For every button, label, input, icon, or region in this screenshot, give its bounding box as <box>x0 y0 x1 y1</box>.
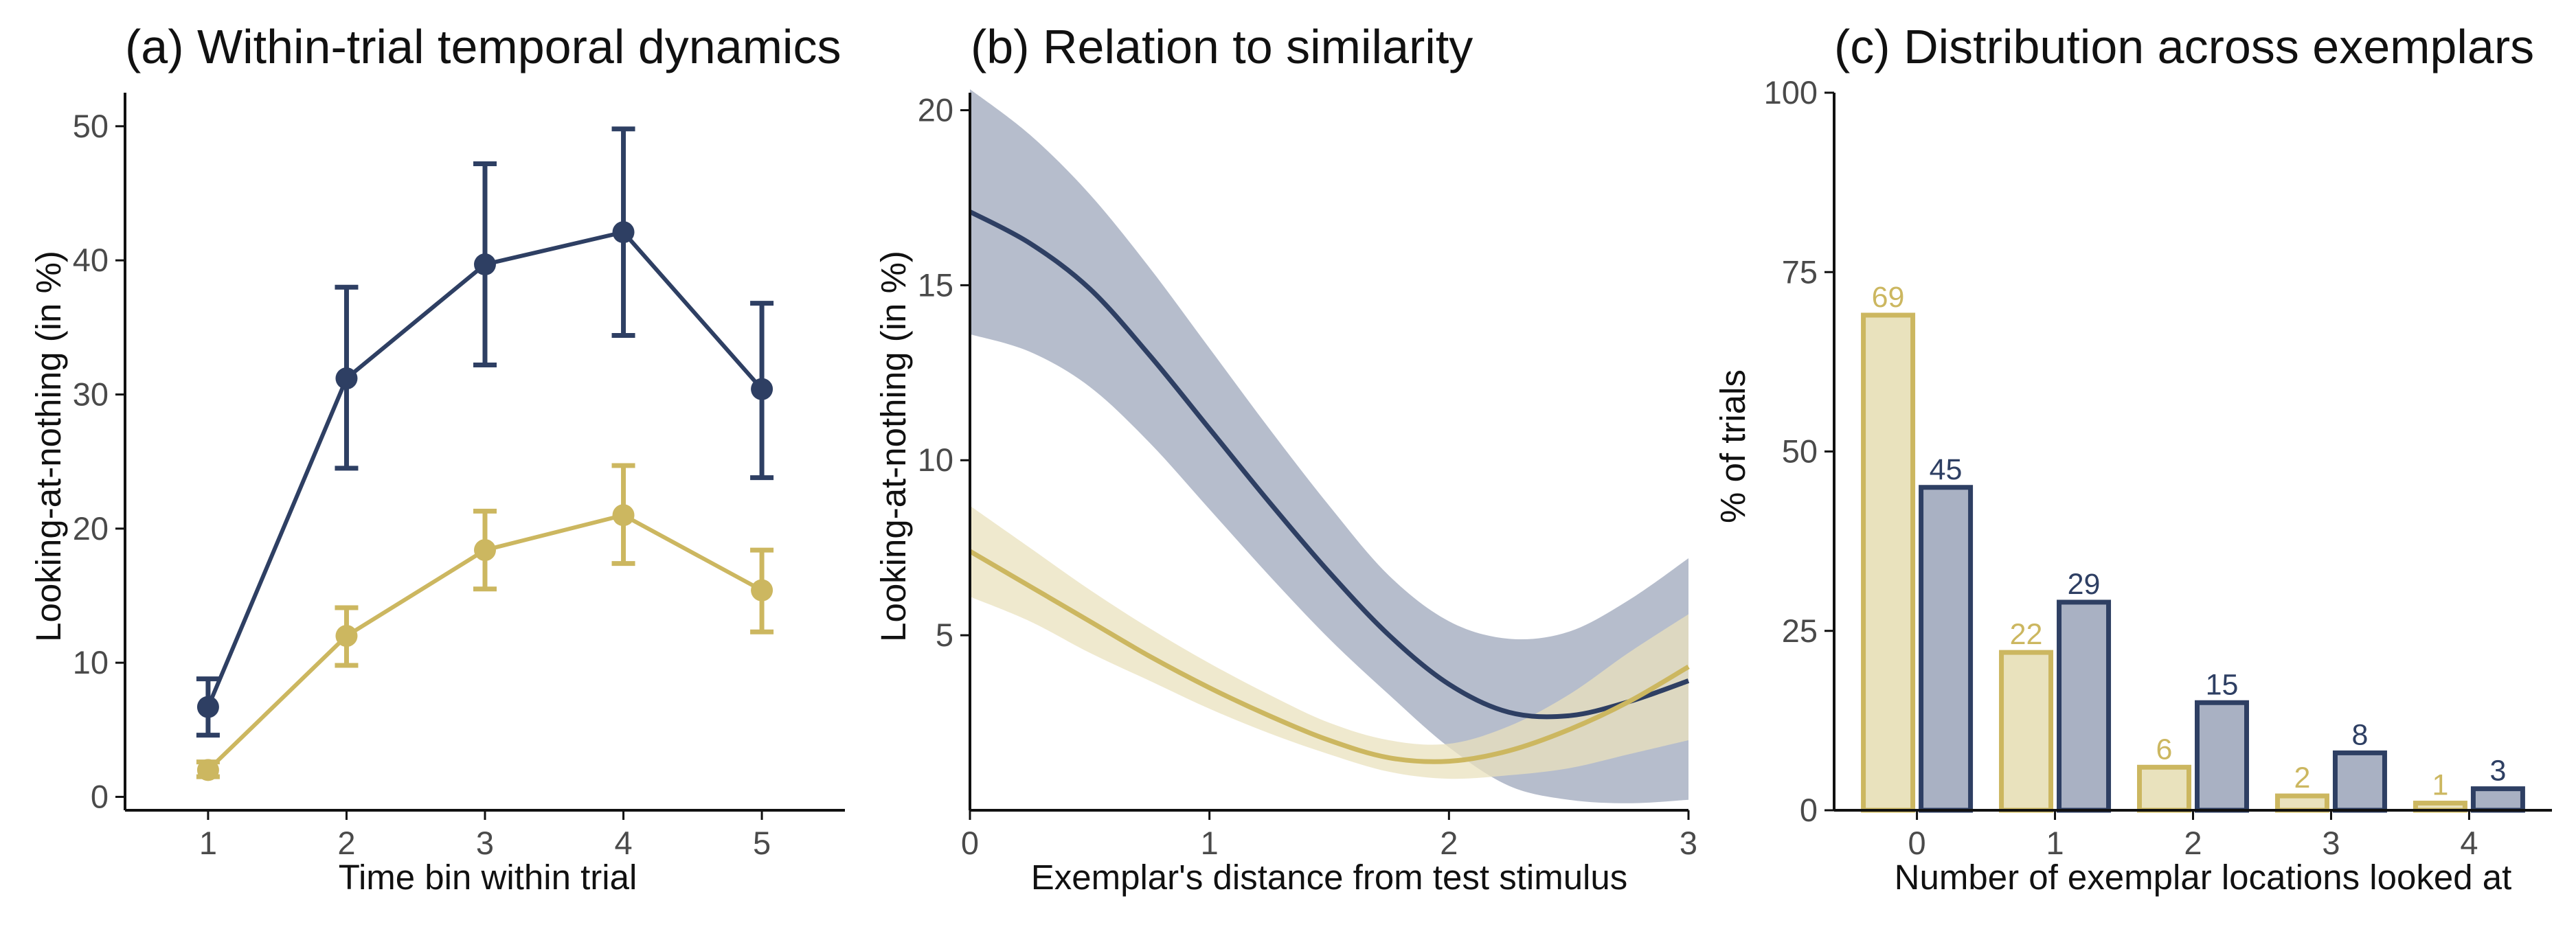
panel-c-bar-label: 29 <box>2068 568 2101 601</box>
panel-b-x-tick-label: 3 <box>1680 825 1697 861</box>
panel-a-point <box>751 378 773 400</box>
panel-a-point <box>751 579 773 602</box>
panel-c-bar-label: 15 <box>2206 668 2239 701</box>
panel-c: (c) Distribution across exemplars Number… <box>1713 20 2552 897</box>
panel-a-point <box>196 696 219 718</box>
panel-c-bar-navy <box>2057 599 2112 813</box>
panel-a-x-tick-label: 3 <box>476 825 494 861</box>
panel-b-title: (b) Relation to similarity <box>971 20 1473 73</box>
panel-a-point <box>474 253 496 276</box>
panel-a-point <box>612 221 635 244</box>
panel-b-ci-band-navy <box>970 89 1688 803</box>
panel-a-point <box>196 759 219 781</box>
panel-c-ylabel: % of trials <box>1713 369 1752 523</box>
panel-a-xlabel: Time bin within trial <box>339 858 637 897</box>
panel-c-bar-navy <box>2332 750 2387 813</box>
panel-c-bar-gold <box>2274 793 2329 813</box>
panel-b-ci-band-gold <box>970 505 1688 779</box>
panel-c-bar-label: 8 <box>2352 718 2369 751</box>
panel-b-y-tick-label: 10 <box>918 442 953 478</box>
panel-a-y-tick-label: 0 <box>91 778 109 814</box>
panel-a-y-tick-label: 40 <box>73 242 109 278</box>
panel-a-point <box>335 367 358 390</box>
panel-c-xlabel: Number of exemplar locations looked at <box>1895 858 2512 897</box>
panel-c-x-tick-label: 0 <box>1908 825 1926 861</box>
panel-b-y-tick-label: 20 <box>918 91 953 128</box>
panel-a-y-tick-label: 50 <box>73 108 109 144</box>
panel-c-y-tick-label: 100 <box>1764 74 1818 111</box>
panel-c-x-tick-label: 3 <box>2322 825 2340 861</box>
panel-b-fit-line-gold <box>969 549 1690 764</box>
panel-c-bar-navy <box>2195 700 2249 813</box>
panel-b-y-tick-label: 5 <box>936 617 953 653</box>
panel-b-x-tick-label: 2 <box>1440 825 1458 861</box>
panel-c-bar-label: 1 <box>2432 769 2448 802</box>
panel-c-bar-label: 69 <box>1872 281 1905 314</box>
panel-c-bar-gold <box>2137 764 2191 813</box>
panel-a-point <box>474 539 496 562</box>
panel-a-x-tick-label: 5 <box>753 825 771 861</box>
panel-b-x-tick-label: 0 <box>961 825 979 861</box>
panel-c-y-tick-label: 50 <box>1782 433 1818 470</box>
panel-a: (a) Within-trial temporal dynamics Time … <box>29 20 845 897</box>
panel-c-bar-gold <box>1861 312 1916 813</box>
panel-c-bar-label: 22 <box>2010 618 2043 651</box>
panel-a-ylabel: Looking-at-nothing (in %) <box>29 251 68 642</box>
panel-a-x-tick-label: 2 <box>337 825 355 861</box>
panel-a-y-tick-label: 20 <box>73 510 109 547</box>
panel-a-y-tick-label: 30 <box>73 376 109 412</box>
panel-a-x-tick-label: 4 <box>614 825 632 861</box>
panel-c-title: (c) Distribution across exemplars <box>1834 20 2534 73</box>
panel-c-bar-label: 2 <box>2294 762 2311 794</box>
panel-c-bar-gold <box>1999 650 2054 813</box>
panel-b-x-tick-label: 1 <box>1201 825 1219 861</box>
panel-c-bar-label: 45 <box>1930 453 1963 486</box>
panel-b-xlabel: Exemplar's distance from test stimulus <box>1031 858 1628 897</box>
panel-a-point <box>612 504 635 527</box>
panel-b-ylabel: Looking-at-nothing (in %) <box>874 251 913 642</box>
panel-c-bar-navy <box>2470 786 2525 813</box>
panel-c-y-tick-label: 75 <box>1782 253 1818 290</box>
panel-c-x-tick-label: 2 <box>2184 825 2202 861</box>
panel-a-title: (a) Within-trial temporal dynamics <box>125 20 841 73</box>
panel-a-x-tick-label: 1 <box>199 825 217 861</box>
panel-c-y-tick-label: 0 <box>1800 792 1818 828</box>
panel-b: (b) Relation to similarity Exemplar's di… <box>874 20 1697 897</box>
panel-c-bar-label: 3 <box>2489 755 2506 788</box>
panel-c-bar-navy <box>1919 485 1974 813</box>
panel-a-y-tick-label: 10 <box>73 644 109 680</box>
panel-c-x-tick-label: 1 <box>2046 825 2064 861</box>
panel-b-fit-line-navy <box>969 209 1690 720</box>
panel-c-y-tick-label: 25 <box>1782 613 1818 649</box>
panel-b-y-tick-label: 15 <box>918 266 953 303</box>
panel-a-point <box>335 625 358 648</box>
panel-c-bar-label: 6 <box>2156 733 2173 766</box>
panel-c-x-tick-label: 4 <box>2460 825 2478 861</box>
